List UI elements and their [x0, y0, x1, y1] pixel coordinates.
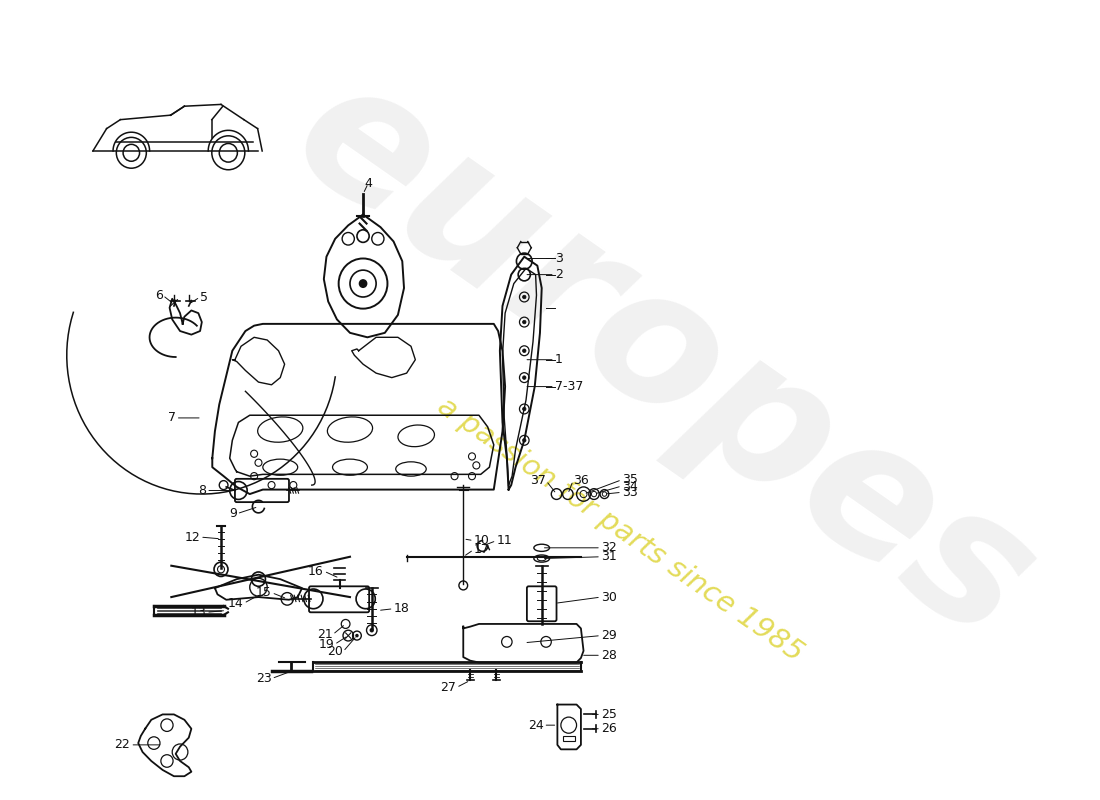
Text: 29: 29 — [601, 629, 617, 642]
Circle shape — [522, 320, 526, 324]
Text: 20: 20 — [327, 646, 343, 658]
Text: 13: 13 — [190, 606, 206, 618]
Text: 14: 14 — [228, 597, 244, 610]
Text: 7-37: 7-37 — [554, 380, 583, 393]
Text: 5: 5 — [200, 290, 208, 303]
Circle shape — [355, 634, 359, 638]
Text: 9: 9 — [229, 507, 236, 520]
Text: 34: 34 — [621, 479, 638, 493]
Circle shape — [522, 407, 526, 410]
Text: 25: 25 — [601, 708, 617, 721]
Text: 4: 4 — [364, 177, 372, 190]
Text: 30: 30 — [601, 590, 617, 603]
Text: 36: 36 — [573, 474, 588, 487]
Text: 10: 10 — [474, 534, 490, 547]
Text: 7: 7 — [167, 411, 176, 425]
Text: 35: 35 — [621, 474, 638, 486]
Text: 28: 28 — [601, 649, 617, 662]
Text: 12: 12 — [185, 530, 200, 543]
Text: 3: 3 — [554, 252, 563, 265]
Circle shape — [522, 438, 526, 442]
Text: 37: 37 — [530, 474, 546, 487]
Text: 17: 17 — [474, 543, 490, 556]
Text: 26: 26 — [601, 722, 617, 735]
Text: 19: 19 — [319, 638, 334, 651]
Text: 24: 24 — [528, 718, 543, 732]
Text: 22: 22 — [114, 738, 131, 751]
Text: a passion for parts since 1985: a passion for parts since 1985 — [432, 392, 808, 667]
Text: 32: 32 — [601, 542, 617, 554]
Text: 2: 2 — [554, 268, 563, 281]
Text: 18: 18 — [394, 602, 409, 615]
Text: 23: 23 — [256, 672, 272, 685]
Text: 1: 1 — [554, 354, 563, 366]
Circle shape — [359, 279, 367, 288]
Text: 11: 11 — [496, 534, 513, 547]
Text: 6: 6 — [155, 289, 163, 302]
Circle shape — [522, 349, 526, 353]
Text: 21: 21 — [317, 628, 332, 641]
Text: 15: 15 — [255, 586, 272, 599]
Text: 8: 8 — [198, 484, 206, 497]
Text: 27: 27 — [440, 681, 456, 694]
Text: europes: europes — [262, 40, 1066, 679]
Text: 16: 16 — [308, 565, 323, 578]
Bar — [562, 736, 575, 742]
Circle shape — [522, 376, 526, 379]
Text: 31: 31 — [601, 550, 617, 563]
Text: 33: 33 — [621, 486, 638, 498]
Circle shape — [522, 295, 526, 298]
Circle shape — [370, 628, 374, 633]
